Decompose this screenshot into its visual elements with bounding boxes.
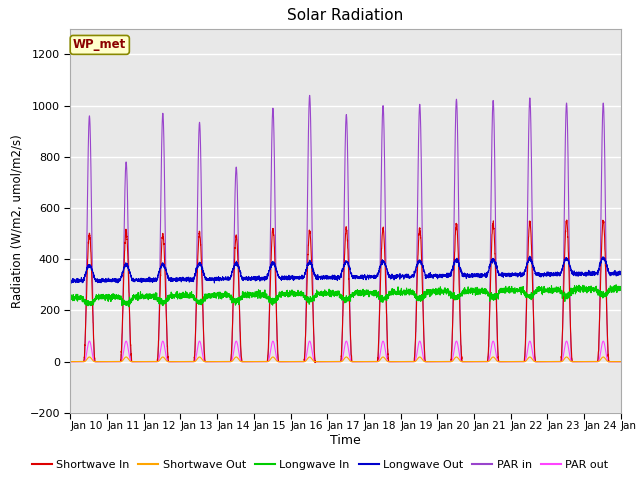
Shortwave Out	[469, 359, 477, 364]
PAR out	[500, 359, 508, 364]
Shortwave In	[166, 359, 173, 364]
Longwave In	[166, 296, 173, 301]
Shortwave In	[469, 359, 477, 364]
PAR in	[500, 359, 508, 364]
Line: PAR out: PAR out	[70, 341, 621, 361]
Longwave Out	[438, 273, 446, 278]
Longwave Out	[325, 274, 333, 279]
PAR in	[325, 359, 333, 364]
PAR out	[438, 359, 446, 364]
Line: Shortwave Out: Shortwave Out	[70, 357, 621, 361]
Shortwave Out	[86, 354, 93, 360]
Line: Longwave Out: Longwave Out	[70, 256, 621, 283]
Longwave In	[325, 286, 333, 292]
PAR in	[469, 359, 477, 364]
Shortwave Out	[166, 359, 173, 364]
Longwave In	[125, 304, 132, 310]
Shortwave Out	[616, 359, 624, 364]
Longwave Out	[67, 280, 75, 286]
Longwave Out	[500, 270, 508, 276]
Shortwave In	[438, 359, 446, 364]
Shortwave Out	[500, 359, 508, 364]
Shortwave In	[616, 359, 624, 364]
PAR out	[617, 359, 625, 364]
Shortwave In	[311, 360, 319, 365]
Text: WP_met: WP_met	[73, 38, 127, 51]
Shortwave In	[617, 359, 625, 364]
Longwave In	[67, 295, 74, 300]
Longwave In	[469, 288, 477, 294]
Shortwave In	[67, 359, 74, 364]
PAR out	[325, 359, 333, 364]
PAR in	[617, 359, 625, 364]
Shortwave Out	[67, 359, 74, 364]
X-axis label: Time: Time	[330, 434, 361, 447]
PAR out	[469, 359, 477, 364]
Shortwave Out	[617, 359, 625, 364]
Title: Solar Radiation: Solar Radiation	[287, 9, 404, 24]
Longwave Out	[166, 276, 173, 282]
Longwave Out	[469, 274, 477, 280]
Shortwave In	[563, 217, 571, 223]
Shortwave Out	[438, 359, 446, 364]
PAR in	[306, 93, 314, 98]
PAR in	[438, 359, 446, 364]
Longwave In	[617, 287, 625, 292]
Shortwave In	[325, 359, 333, 364]
Line: PAR in: PAR in	[70, 96, 621, 361]
PAR out	[616, 359, 624, 364]
Longwave Out	[617, 272, 625, 277]
Longwave In	[438, 288, 446, 293]
PAR out	[166, 359, 173, 364]
Shortwave In	[500, 359, 508, 364]
Longwave In	[616, 288, 624, 293]
PAR in	[67, 359, 74, 364]
PAR out	[67, 359, 74, 364]
Longwave Out	[67, 276, 74, 282]
Longwave In	[500, 285, 508, 291]
Legend: Shortwave In, Shortwave Out, Longwave In, Longwave Out, PAR in, PAR out: Shortwave In, Shortwave Out, Longwave In…	[28, 456, 612, 474]
Line: Shortwave In: Shortwave In	[70, 220, 621, 362]
Shortwave Out	[325, 359, 333, 364]
Longwave In	[612, 282, 620, 288]
Line: Longwave In: Longwave In	[70, 285, 621, 307]
Longwave Out	[616, 271, 624, 277]
PAR in	[616, 359, 624, 364]
Longwave Out	[526, 253, 534, 259]
PAR in	[166, 359, 173, 364]
PAR out	[86, 338, 93, 344]
Y-axis label: Radiation (W/m2, umol/m2/s): Radiation (W/m2, umol/m2/s)	[11, 134, 24, 308]
